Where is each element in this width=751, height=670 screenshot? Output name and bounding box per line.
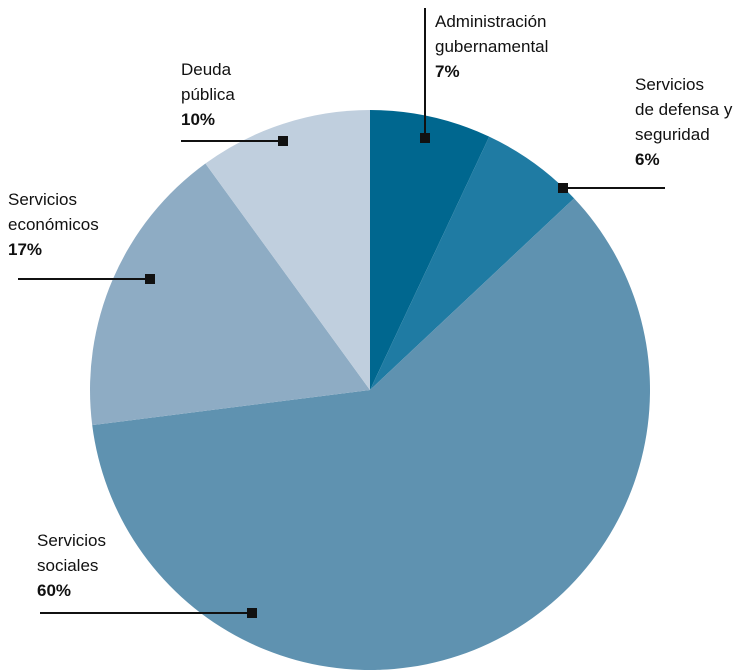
pie-slice-1	[370, 110, 490, 390]
slice-label-group-4: Servicios económicos 17%	[8, 190, 155, 284]
slice-label-line: pública	[181, 85, 235, 104]
slice-label-line: Servicios	[635, 75, 704, 94]
slice-label-group-5: Deuda pública 10%	[181, 60, 288, 146]
slice-label-5: Deuda pública	[181, 60, 235, 104]
pie-slice-4	[90, 163, 370, 426]
slice-label-line: Servicios	[37, 531, 106, 550]
slice-label-group-3: Servicios sociales 60%	[37, 531, 257, 618]
leader-marker-1	[420, 133, 430, 143]
slice-label-1: Administración gubernamental	[435, 12, 548, 56]
slice-value-label-4: 17%	[8, 240, 42, 259]
slice-label-line: de defensa y	[635, 100, 733, 119]
slice-label-group-1: Administración gubernamental 7%	[420, 8, 548, 143]
pie-slices	[90, 110, 650, 670]
pie-slice-3	[92, 198, 650, 670]
slice-label-line: gubernamental	[435, 37, 548, 56]
pie-slice-5	[205, 110, 370, 390]
slice-value-label-2: 6%	[635, 150, 660, 169]
slice-labels: Administración gubernamental 7% Servicios de…	[8, 8, 733, 618]
leader-marker-2	[558, 183, 568, 193]
slice-label-line: Servicios	[8, 190, 77, 209]
slice-label-3: Servicios sociales	[37, 531, 106, 575]
leader-marker-4	[145, 274, 155, 284]
slice-label-line: Deuda	[181, 60, 232, 79]
slice-label-4: Servicios económicos	[8, 190, 99, 234]
slice-label-group-2: Servicios de defensa y seguridad 6%	[558, 75, 733, 193]
slice-label-line: económicos	[8, 215, 99, 234]
slice-label-line: seguridad	[635, 125, 710, 144]
slice-value-label-3: 60%	[37, 581, 71, 600]
slice-label-line: Administración	[435, 12, 547, 31]
pie-slice-2	[370, 136, 575, 390]
slice-value-label-5: 10%	[181, 110, 215, 129]
slice-value-label-1: 7%	[435, 62, 460, 81]
slice-label-2: Servicios de defensa y seguridad	[635, 75, 733, 144]
slice-label-line: sociales	[37, 556, 98, 575]
leader-marker-5	[278, 136, 288, 146]
leader-marker-3	[247, 608, 257, 618]
